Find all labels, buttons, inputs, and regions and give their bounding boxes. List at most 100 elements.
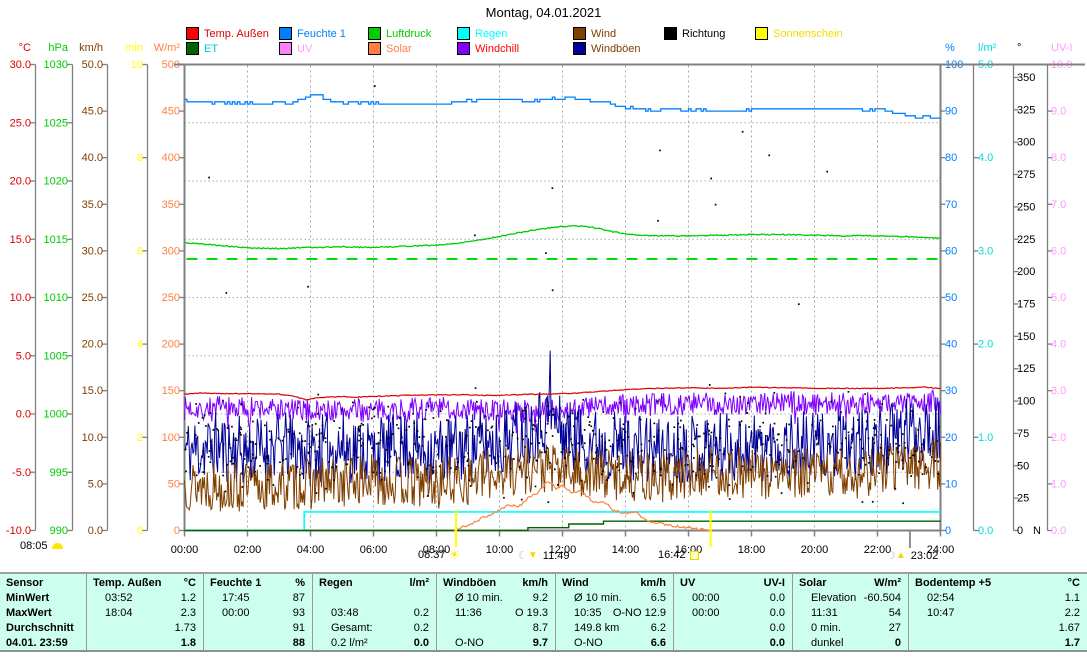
direction-dot bbox=[239, 431, 242, 434]
direction-dot bbox=[299, 474, 301, 476]
axis-tick-label: 10.0 bbox=[82, 432, 103, 444]
table-row: Ø 10 min. 9.2 bbox=[443, 591, 548, 606]
direction-dot bbox=[503, 496, 505, 499]
astro-time-label: 16:42 bbox=[658, 549, 686, 561]
direction-dot bbox=[524, 409, 527, 411]
direction-dot bbox=[371, 417, 373, 420]
astro-time-label: 11:49 bbox=[542, 549, 570, 562]
direction-dot bbox=[439, 410, 442, 413]
axis-tick-label: 400 bbox=[162, 152, 180, 164]
axis-tick-label: 5.0 bbox=[16, 350, 31, 362]
direction-dot bbox=[217, 429, 220, 432]
direction-dot bbox=[540, 430, 542, 432]
direction-dot bbox=[574, 458, 576, 461]
table-cell-value: 87 bbox=[292, 592, 305, 604]
direction-dot bbox=[321, 424, 324, 427]
direction-dot bbox=[269, 438, 272, 441]
direction-dot bbox=[565, 464, 567, 467]
direction-dot bbox=[571, 444, 574, 446]
direction-dot bbox=[546, 422, 549, 425]
direction-dot bbox=[776, 438, 779, 441]
table-cell-value: 27 bbox=[888, 622, 901, 634]
table-row: 00:00 0.0 bbox=[680, 591, 785, 606]
direction-dot bbox=[714, 444, 716, 447]
direction-dot bbox=[209, 461, 212, 464]
axis-tick-label: 0 bbox=[174, 525, 180, 537]
direction-dot bbox=[776, 461, 778, 463]
direction-dot bbox=[750, 432, 753, 435]
axis-tick-label: 225 bbox=[1017, 234, 1035, 246]
legend-item-label: Windböen bbox=[591, 42, 641, 55]
direction-dot bbox=[686, 454, 689, 457]
direction-dot bbox=[699, 457, 701, 460]
direction-dot bbox=[710, 177, 713, 180]
table-column-unit: °C bbox=[183, 577, 196, 589]
legend-item-label: Windchill bbox=[475, 42, 520, 55]
table-row-label: Sensor bbox=[6, 577, 44, 589]
axis-tick-label: 0.0 bbox=[978, 525, 993, 537]
table-cell-value: 0.0 bbox=[769, 622, 785, 634]
table-column-wind: Wind km/h Ø 10 min. 6.5 10:35 O-NO 12.9 149.8 … bbox=[555, 574, 673, 650]
table-row: 1.7 bbox=[915, 636, 1080, 651]
table-cell-value: 6.2 bbox=[650, 622, 666, 634]
direction-dot bbox=[297, 406, 299, 409]
direction-dot bbox=[684, 464, 687, 467]
table-column-unit: km/h bbox=[522, 577, 548, 589]
direction-dot bbox=[524, 445, 526, 448]
direction-dot bbox=[589, 421, 591, 423]
direction-dot bbox=[588, 424, 591, 426]
table-row: 0 min. 27 bbox=[799, 621, 901, 636]
direction-dot bbox=[595, 444, 598, 447]
table-column-unit: W/m² bbox=[874, 577, 901, 589]
direction-dot bbox=[679, 448, 681, 451]
direction-dot bbox=[377, 432, 380, 434]
direction-dot bbox=[873, 442, 876, 444]
series-Luftdruck bbox=[184, 224, 941, 250]
legend-color-swatch bbox=[457, 42, 470, 55]
axis-tick-label: 1010 bbox=[44, 292, 68, 304]
table-column-solar: Solar W/m² Elevation -60.504 11:31 54 0 min. 27… bbox=[792, 574, 908, 650]
direction-dot bbox=[760, 431, 763, 434]
table-column-name: Bodentemp +5 bbox=[915, 577, 992, 589]
direction-dot bbox=[534, 420, 537, 422]
direction-dot bbox=[696, 424, 699, 426]
direction-dot bbox=[232, 462, 235, 465]
direction-dot bbox=[551, 289, 554, 292]
direction-dot bbox=[384, 470, 386, 473]
direction-dot bbox=[839, 448, 842, 451]
table-cell-value: 1.73 bbox=[174, 622, 196, 634]
axis-tick-label: 125 bbox=[1017, 363, 1035, 375]
direction-dot bbox=[666, 457, 668, 460]
table-cell-label bbox=[93, 636, 105, 651]
table-column-name: UV bbox=[680, 577, 696, 589]
direction-dot bbox=[895, 461, 897, 463]
direction-dot bbox=[184, 448, 187, 451]
direction-dot bbox=[530, 442, 533, 445]
legend-item-label: Temp. Außen bbox=[204, 27, 269, 40]
direction-dot bbox=[202, 471, 204, 473]
axis-tick-label: 5.0 bbox=[88, 478, 103, 490]
direction-dot bbox=[806, 482, 809, 484]
direction-dot bbox=[277, 437, 280, 439]
direction-dot bbox=[240, 433, 242, 436]
direction-dot bbox=[600, 473, 603, 476]
direction-dot bbox=[711, 453, 713, 456]
table-cell-value: -60.504 bbox=[863, 592, 901, 604]
direction-dot bbox=[714, 203, 717, 206]
direction-dot bbox=[827, 442, 830, 445]
series-Solar bbox=[453, 481, 713, 532]
table-row: O-NO 6.6 bbox=[562, 636, 666, 651]
direction-dot bbox=[360, 444, 363, 447]
direction-dot bbox=[826, 170, 829, 173]
table-row: 17:45 87 bbox=[210, 591, 305, 606]
direction-dot bbox=[616, 466, 618, 469]
direction-dot bbox=[532, 424, 535, 426]
direction-dot bbox=[553, 468, 556, 471]
direction-dot bbox=[268, 406, 271, 409]
direction-dot bbox=[637, 451, 640, 453]
direction-dot bbox=[318, 433, 321, 435]
table-cell-value: 2.3 bbox=[180, 607, 196, 619]
legend-item-windchill: Windchill bbox=[457, 42, 519, 55]
direction-dot bbox=[574, 417, 577, 420]
axis-tick-label: 6.0 bbox=[1051, 245, 1066, 257]
